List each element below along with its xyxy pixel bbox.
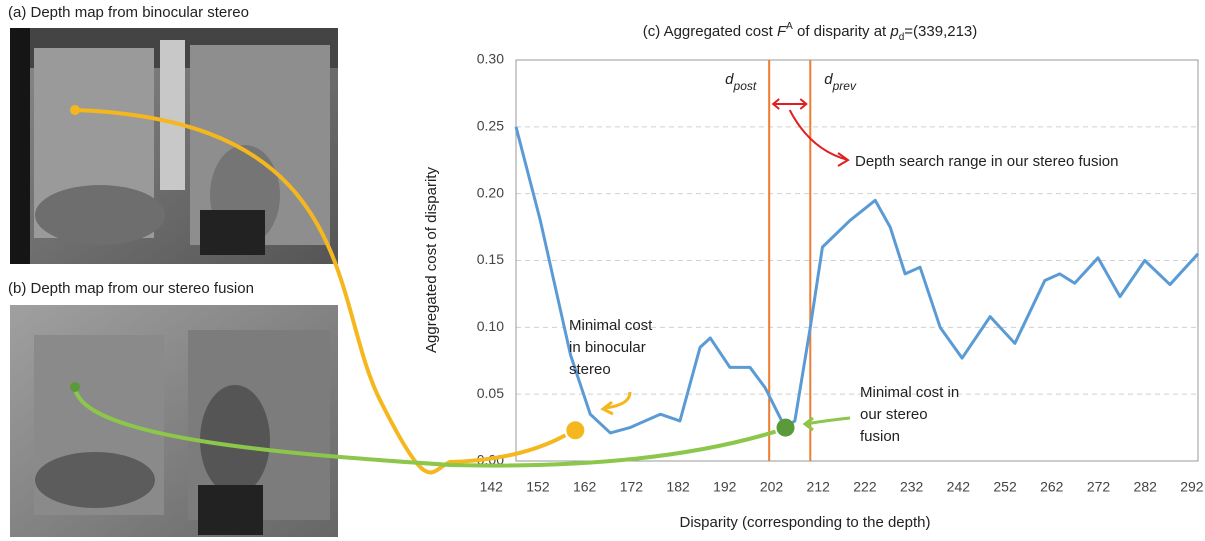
x-tick-label: 212 <box>807 479 831 495</box>
range-arrow <box>773 99 806 109</box>
subscript: prev <box>832 79 857 93</box>
x-tick-label: 292 <box>1180 479 1204 495</box>
minimum-label: Minimal cost in <box>860 384 959 401</box>
minimum-label: stereo <box>569 361 611 378</box>
depth-map-b <box>10 305 338 537</box>
x-tick-label: 252 <box>993 479 1017 495</box>
y-tick-label: 0.30 <box>477 51 504 67</box>
figure: (a) Depth map from binocular stereo (b) … <box>0 0 1205 541</box>
origin-dot <box>70 382 80 392</box>
chart-title: (c) Aggregated cost FA of disparity at p… <box>643 21 978 43</box>
x-tick-label: 222 <box>853 479 877 495</box>
label-arrow <box>805 418 850 430</box>
x-tick-label: 162 <box>573 479 597 495</box>
y-tick-label: 0.15 <box>477 251 504 267</box>
x-tick-label: 242 <box>947 479 971 495</box>
x-tick-label: 232 <box>900 479 924 495</box>
y-tick-label: 0.20 <box>477 184 504 200</box>
label-arrow <box>603 392 630 414</box>
subscript: post <box>733 79 757 93</box>
panel-b-label: (b) Depth map from our stereo fusion <box>8 280 254 297</box>
search-range-label: dpost <box>725 71 757 93</box>
x-tick-label: 282 <box>1134 479 1158 495</box>
x-axis-label: Disparity (corresponding to the depth) <box>680 514 931 531</box>
x-tick-label: 272 <box>1087 479 1111 495</box>
title-part: =(339,213) <box>904 23 977 40</box>
cost-line <box>516 127 1198 433</box>
x-tick-label: 192 <box>713 479 737 495</box>
title-part: (c) Aggregated cost <box>643 23 777 40</box>
y-tick-label: 0.05 <box>477 385 504 401</box>
x-tick-label: 172 <box>620 479 644 495</box>
x-tick-label: 202 <box>760 479 784 495</box>
origin-dot <box>70 105 80 115</box>
range-annotation: Depth search range in our stereo fusion <box>855 153 1119 170</box>
minimum-label: fusion <box>860 428 900 445</box>
annotation-arrow <box>790 110 848 166</box>
x-tick-label: 142 <box>480 479 504 495</box>
x-tick-label: 152 <box>526 479 550 495</box>
minimum-label: our stereo <box>860 406 928 423</box>
depth-map-a <box>10 28 338 264</box>
y-axis-label: Aggregated cost of disparity <box>423 167 440 353</box>
minimum-label: Minimal cost <box>569 317 653 334</box>
minimum-label: in binocular <box>569 339 646 356</box>
title-part: of disparity at <box>793 23 891 40</box>
x-tick-label: 262 <box>1040 479 1064 495</box>
title-part: p <box>889 23 898 40</box>
x-tick-label: 182 <box>666 479 690 495</box>
panel-a-label: (a) Depth map from binocular stereo <box>8 4 249 21</box>
minimum-point <box>566 421 584 439</box>
y-tick-label: 0.10 <box>477 318 504 334</box>
y-tick-label: 0.25 <box>477 118 504 134</box>
minimum-point <box>777 419 795 437</box>
search-range-label: dprev <box>824 71 857 93</box>
